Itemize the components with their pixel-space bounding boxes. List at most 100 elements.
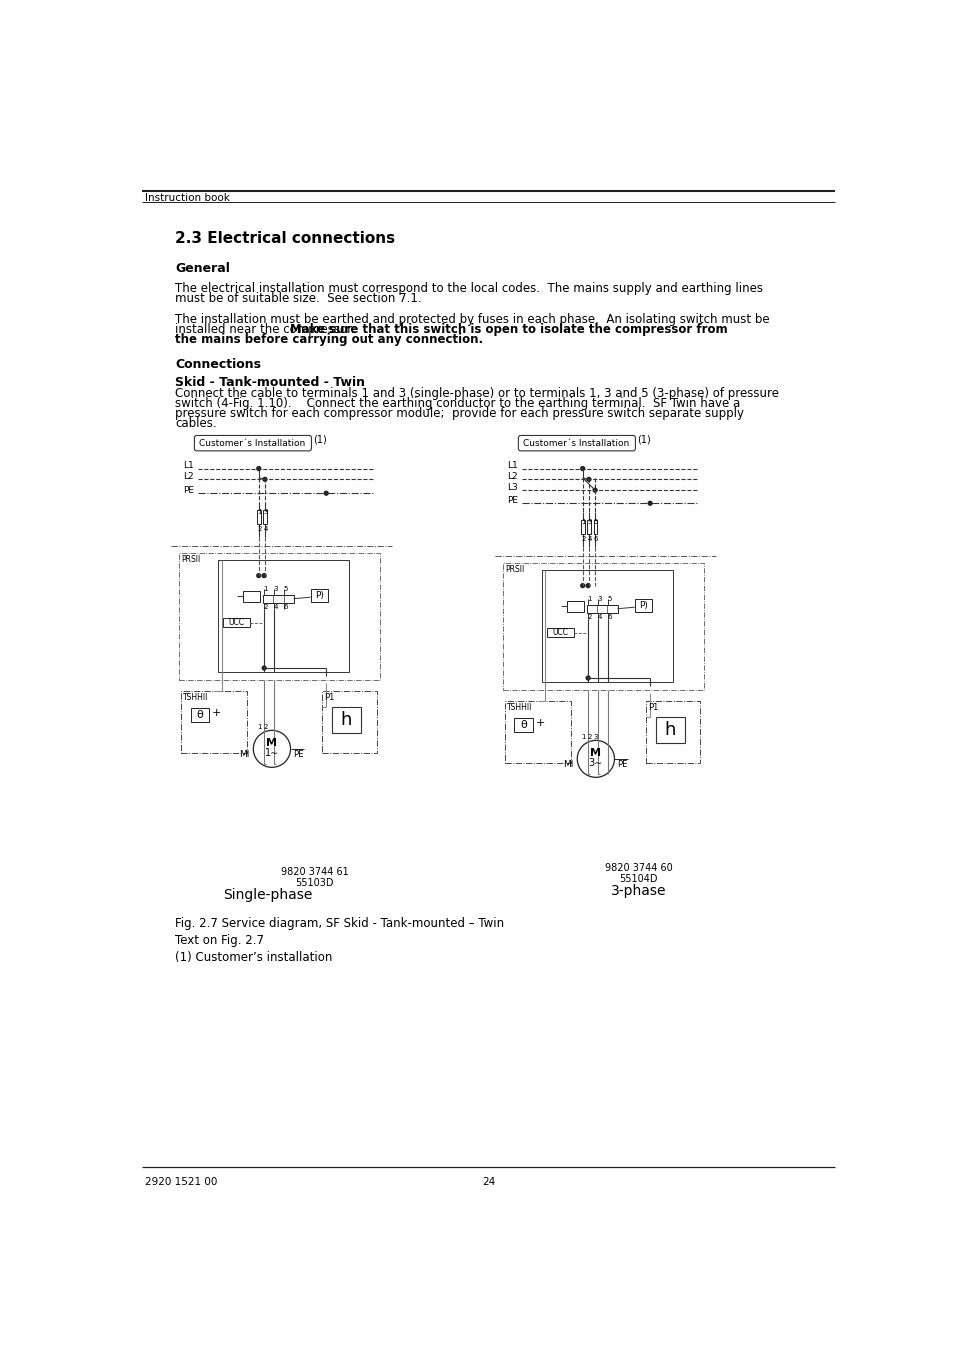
Text: P): P) xyxy=(314,592,323,600)
Bar xyxy=(567,601,583,612)
Text: L2: L2 xyxy=(506,471,517,481)
Text: PRSII: PRSII xyxy=(181,555,200,563)
Bar xyxy=(541,570,673,682)
Text: MI: MI xyxy=(562,761,573,770)
Text: 2: 2 xyxy=(263,724,268,731)
Text: 3: 3 xyxy=(587,519,591,524)
Bar xyxy=(514,719,533,732)
Text: UCC: UCC xyxy=(552,628,568,638)
Bar xyxy=(243,590,260,601)
FancyBboxPatch shape xyxy=(517,435,635,451)
Text: 2: 2 xyxy=(580,535,585,542)
Bar xyxy=(502,562,703,689)
Text: 1: 1 xyxy=(263,585,268,592)
Text: 3: 3 xyxy=(274,585,277,592)
Bar xyxy=(217,561,349,671)
Text: +: + xyxy=(535,719,544,728)
Text: Fig. 2.7 Service diagram, SF Skid - Tank-mounted – Twin: Fig. 2.7 Service diagram, SF Skid - Tank… xyxy=(174,917,503,929)
Circle shape xyxy=(256,466,260,470)
Text: 5: 5 xyxy=(283,585,288,592)
Text: 1: 1 xyxy=(587,596,591,601)
Bar xyxy=(505,701,571,763)
Text: 4: 4 xyxy=(274,604,277,611)
Text: (1) Customer’s installation: (1) Customer’s installation xyxy=(174,951,332,963)
Bar xyxy=(580,520,584,534)
Text: Customer´s Installation: Customer´s Installation xyxy=(199,439,305,447)
Text: PE: PE xyxy=(506,496,517,505)
Circle shape xyxy=(262,574,266,577)
Text: TSHHII: TSHHII xyxy=(506,704,532,712)
Text: 2: 2 xyxy=(263,604,268,611)
Text: cables.: cables. xyxy=(174,417,216,430)
Text: 5: 5 xyxy=(593,519,598,524)
Circle shape xyxy=(577,740,614,777)
Bar xyxy=(322,692,376,753)
Bar xyxy=(655,716,684,743)
Text: 1: 1 xyxy=(580,519,585,524)
Text: 2.3 Electrical connections: 2.3 Electrical connections xyxy=(174,231,395,246)
Text: 6: 6 xyxy=(607,615,612,620)
Text: P1: P1 xyxy=(648,704,659,712)
Text: L3: L3 xyxy=(506,482,517,492)
Bar xyxy=(634,600,651,612)
Circle shape xyxy=(253,731,291,767)
Circle shape xyxy=(580,584,584,588)
Text: switch (4-Fig. 1.10).    Connect the earthing conductor to the earthing terminal: switch (4-Fig. 1.10). Connect the earthi… xyxy=(174,397,740,409)
Text: 2: 2 xyxy=(587,615,591,620)
Bar xyxy=(191,708,209,721)
Text: 1: 1 xyxy=(257,724,261,731)
Circle shape xyxy=(586,477,590,481)
Text: P1: P1 xyxy=(324,693,335,703)
Text: θ: θ xyxy=(520,720,527,730)
Text: Connect the cable to terminals 1 and 3 (single-phase) or to terminals 1, 3 and 5: Connect the cable to terminals 1 and 3 (… xyxy=(174,386,779,400)
Text: 2920 1521 00: 2920 1521 00 xyxy=(145,1177,217,1188)
Text: PE: PE xyxy=(293,750,303,759)
Text: PE: PE xyxy=(183,485,193,494)
Text: Skid - Tank-mounted - Twin: Skid - Tank-mounted - Twin xyxy=(174,376,365,389)
Text: The installation must be earthed and protected by fuses in each phase.  An isola: The installation must be earthed and pro… xyxy=(174,313,769,326)
Bar xyxy=(257,511,261,524)
Bar xyxy=(586,605,617,612)
Text: h: h xyxy=(340,711,352,728)
Text: h: h xyxy=(664,720,676,739)
Bar xyxy=(179,553,380,680)
Text: 3∼: 3∼ xyxy=(588,758,602,767)
Text: 1: 1 xyxy=(257,508,261,515)
Text: 3: 3 xyxy=(593,734,598,740)
Text: θ: θ xyxy=(196,711,203,720)
Text: Single-phase: Single-phase xyxy=(223,888,313,902)
Text: 24: 24 xyxy=(482,1177,495,1188)
Text: must be of suitable size.  See section 7.1.: must be of suitable size. See section 7.… xyxy=(174,292,421,305)
Text: Connections: Connections xyxy=(174,358,261,372)
Text: 6: 6 xyxy=(593,535,598,542)
Text: 9820 3744 60
55104D: 9820 3744 60 55104D xyxy=(604,863,672,885)
Text: 9820 3744 61
55103D: 9820 3744 61 55103D xyxy=(280,867,348,888)
Text: the mains before carrying out any connection.: the mains before carrying out any connec… xyxy=(174,334,482,346)
Text: Text on Fig. 2.7: Text on Fig. 2.7 xyxy=(174,934,264,947)
Circle shape xyxy=(585,676,590,680)
Bar xyxy=(593,520,597,534)
Text: 4: 4 xyxy=(597,615,601,620)
Text: M: M xyxy=(590,747,600,758)
Bar xyxy=(546,628,574,638)
Text: +: + xyxy=(212,708,220,719)
Text: P): P) xyxy=(639,601,647,611)
Text: 1: 1 xyxy=(580,734,585,740)
Text: PE: PE xyxy=(617,761,626,770)
Text: 2: 2 xyxy=(587,734,591,740)
Text: (1): (1) xyxy=(313,434,327,444)
Circle shape xyxy=(256,574,260,577)
Circle shape xyxy=(580,466,584,470)
Text: 6: 6 xyxy=(283,604,288,611)
Text: pressure switch for each compressor module;  provide for each pressure switch se: pressure switch for each compressor modu… xyxy=(174,407,743,420)
Bar xyxy=(181,692,247,753)
Bar xyxy=(263,511,267,524)
Text: 3: 3 xyxy=(597,596,601,601)
Bar xyxy=(311,589,328,601)
Text: General: General xyxy=(174,262,230,276)
Bar xyxy=(223,617,250,627)
Text: 3-phase: 3-phase xyxy=(610,885,665,898)
Text: L2: L2 xyxy=(183,471,193,481)
Circle shape xyxy=(263,477,267,481)
Text: 4: 4 xyxy=(587,535,591,542)
